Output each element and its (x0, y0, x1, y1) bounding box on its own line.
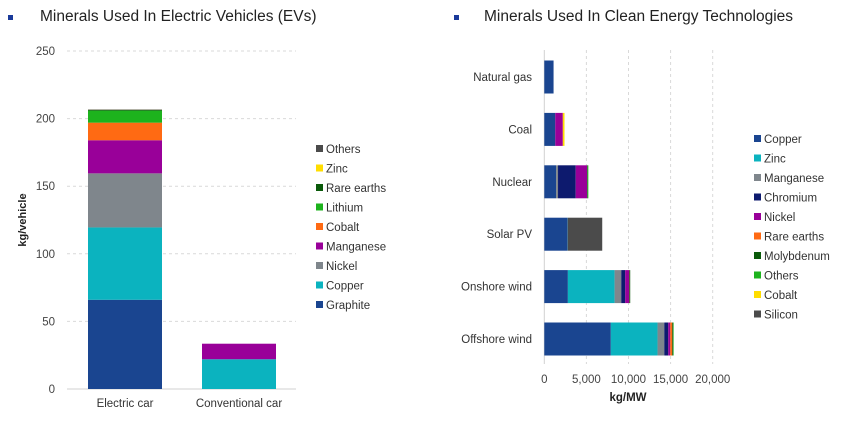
y-tick-label: 50 (42, 316, 55, 328)
x-tick-label: Conventional car (196, 398, 282, 410)
legend-label: Manganese (326, 242, 386, 254)
y-axis-label: kg/vehicle (17, 193, 29, 246)
legend-label: Rare earths (326, 183, 386, 195)
legend-swatch (754, 193, 761, 201)
bar-segment-copper (544, 112, 556, 146)
x-axis-label: kg/MW (609, 392, 646, 404)
legend-swatch (316, 301, 323, 308)
bar-segment-chromium (664, 322, 669, 356)
legend-swatch (316, 203, 323, 211)
bar-segment-rare-earths (670, 322, 673, 356)
x-tick-label: 0 (541, 374, 547, 386)
bar-segment-silicon (567, 217, 603, 251)
category-label: Coal (508, 124, 532, 136)
bar-segment-copper (544, 60, 554, 94)
bar-segment-manganese (202, 343, 276, 360)
legend-label: Zinc (326, 164, 348, 176)
legend-label: Cobalt (764, 290, 798, 302)
legend-swatch (754, 252, 761, 259)
y-tick-label: 0 (49, 384, 55, 396)
bar-segment-molybdenum (672, 322, 674, 356)
x-tick-label: 5,000 (572, 374, 601, 386)
y-tick-label: 100 (36, 249, 55, 261)
legend-swatch (316, 223, 323, 230)
bar-segment-manganese (88, 140, 162, 174)
bar-segment-rare-earths (88, 109, 162, 111)
bar-segment-copper (202, 359, 276, 389)
bar-segment-copper (544, 165, 557, 199)
x-tick-label: 10,000 (611, 374, 646, 386)
bar-segment-lithium (88, 110, 162, 123)
legend-swatch (754, 232, 761, 240)
legend-label: Copper (326, 281, 364, 293)
bar-segment-others (587, 165, 589, 199)
legend-label: Molybdenum (764, 251, 830, 263)
legend-swatch (754, 271, 761, 279)
legend-swatch (316, 242, 323, 250)
category-label: Offshore wind (461, 334, 532, 346)
y-tick-label: 200 (36, 114, 55, 126)
bar-segment-cobalt (562, 112, 565, 146)
x-tick-label: Electric car (97, 398, 154, 410)
legend-swatch (754, 310, 761, 318)
legend-label: Cobalt (326, 222, 360, 234)
legend-label: Nickel (764, 212, 795, 224)
legend-label: Chromium (764, 193, 817, 205)
legend-swatch (316, 281, 323, 289)
legend-label: Manganese (764, 173, 824, 185)
category-label: Solar PV (487, 229, 533, 241)
legend-label: Copper (764, 134, 802, 146)
legend-swatch (754, 213, 761, 220)
legend-swatch (316, 145, 323, 152)
bar-segment-nickel (555, 112, 563, 146)
legend-label: Silicon (764, 310, 798, 322)
category-label: Onshore wind (461, 282, 532, 294)
legend-swatch (754, 174, 761, 181)
bar-segment-molybdenum (629, 270, 631, 304)
bar-segment-molybdenum (587, 165, 588, 199)
legend-swatch (754, 135, 761, 142)
legend-label: Rare earths (764, 232, 824, 244)
bar-segment-others (673, 322, 674, 356)
legend-label: Others (764, 271, 799, 283)
bar-segment-chromium (621, 270, 626, 304)
legend-label: Lithium (326, 203, 363, 215)
category-label: Natural gas (473, 72, 532, 84)
clean-energy-chart-title: Minerals Used In Clean Energy Technologi… (484, 8, 794, 25)
bar-segment-chromium (558, 165, 576, 199)
title-bullet-icon (8, 15, 13, 20)
bar-segment-copper (544, 270, 568, 304)
bar-segment-copper (544, 322, 611, 356)
legend-swatch (754, 154, 761, 162)
title-bullet-icon (454, 15, 459, 20)
bar-segment-manganese (657, 322, 665, 356)
y-tick-label: 250 (36, 46, 55, 58)
x-tick-label: 15,000 (653, 374, 688, 386)
legend-label: Others (326, 144, 361, 156)
legend-swatch (754, 291, 761, 298)
bar-segment-copper (544, 217, 568, 251)
legend-swatch (316, 262, 323, 269)
ev-chart-title: Minerals Used In Electric Vehicles (EVs) (40, 8, 317, 25)
bar-segment-manganese (614, 270, 622, 304)
bar-segment-copper (88, 227, 162, 300)
bar-segment-cobalt (88, 122, 162, 141)
bar-segment-nickel (668, 322, 671, 356)
bar-segment-nickel (88, 173, 162, 228)
bar-segment-nickel (625, 270, 630, 304)
legend-label: Zinc (764, 154, 786, 166)
legend-label: Nickel (326, 261, 357, 273)
bar-segment-zinc (610, 322, 658, 356)
legend-swatch (316, 164, 323, 172)
category-label: Nuclear (492, 177, 532, 189)
bar-segment-nickel (575, 165, 588, 199)
legend-label: Graphite (326, 300, 370, 312)
x-tick-label: 20,000 (695, 374, 730, 386)
y-tick-label: 150 (36, 181, 55, 193)
bar-segment-graphite (88, 299, 162, 389)
bar-segment-manganese (556, 165, 559, 199)
bar-segment-zinc (567, 270, 615, 304)
legend-swatch (316, 184, 323, 191)
